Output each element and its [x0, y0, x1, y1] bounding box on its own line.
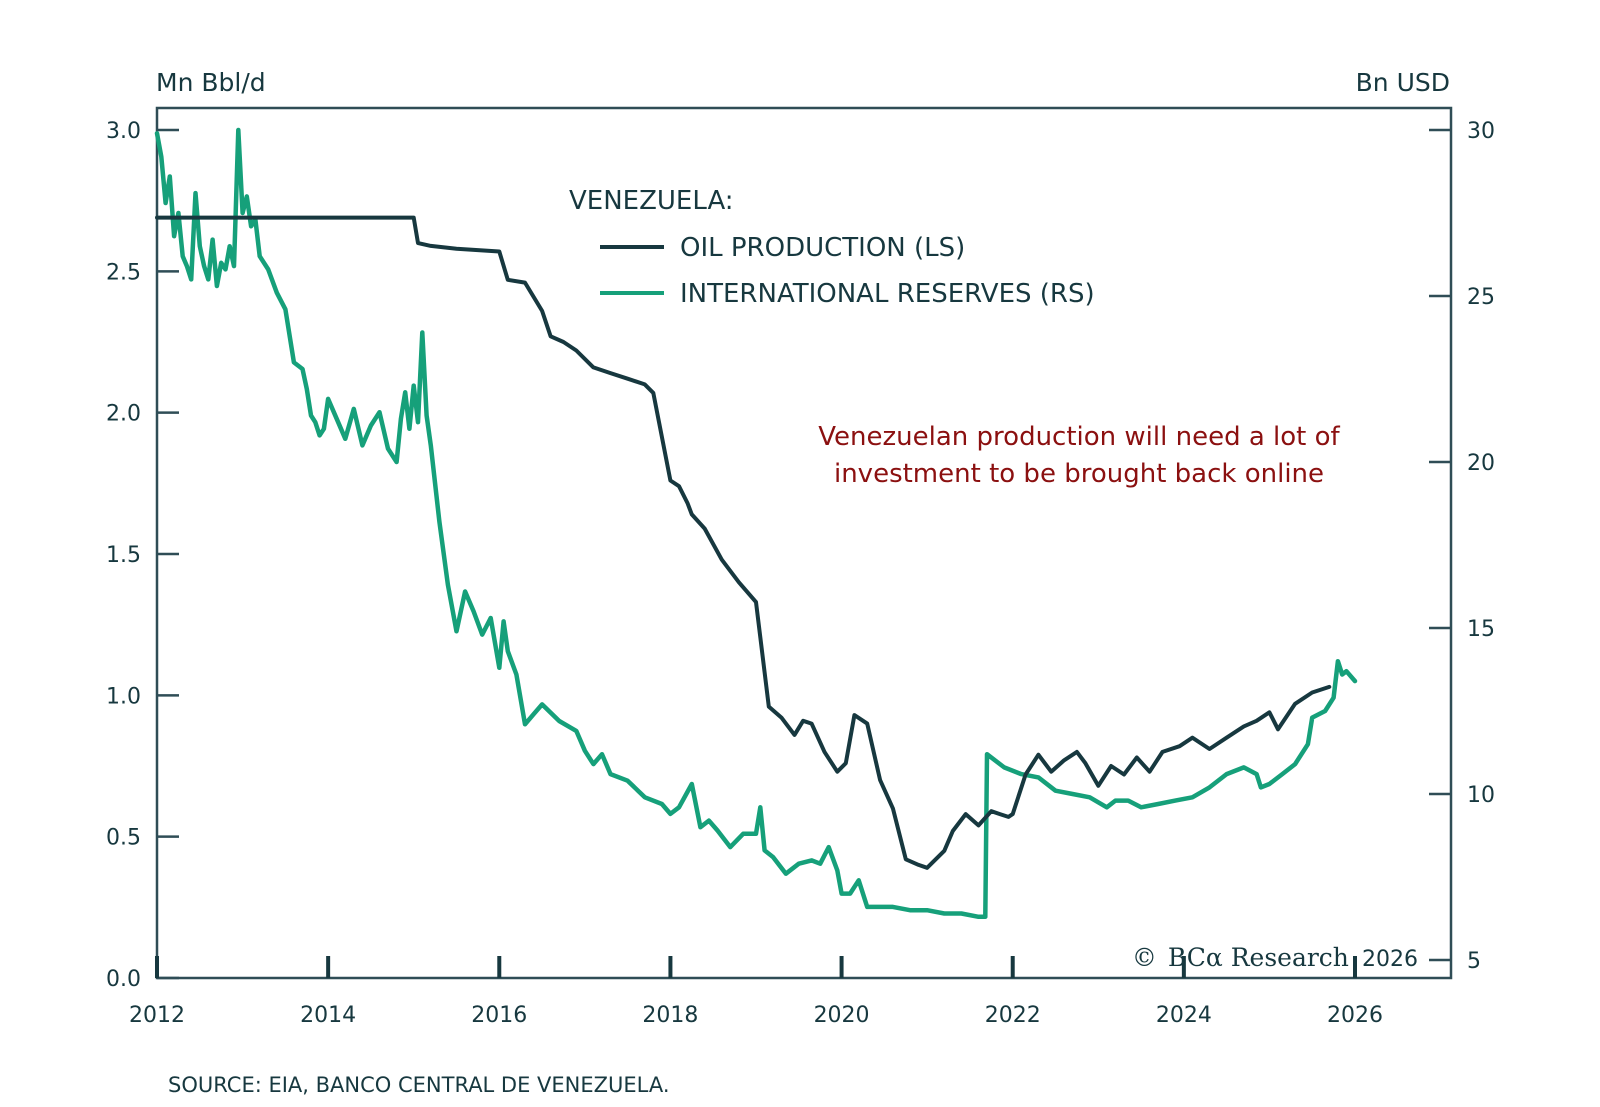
copyright-brand: BCα Research: [1168, 943, 1349, 972]
left-axis-tick-label: 1.0: [106, 684, 141, 709]
x-axis-tick-label: 2022: [985, 1003, 1041, 1028]
x-axis-tick-label: 2026: [1327, 1003, 1383, 1028]
series-line-oil-production: [155, 215, 1332, 870]
right-axis-tick-label: 15: [1467, 617, 1495, 642]
right-axis-unit-label: Bn USD: [1356, 68, 1450, 97]
right-axis-tick-label: 25: [1467, 285, 1495, 310]
left-axis-tick-label: 2.5: [106, 260, 141, 285]
right-axis: 5 10 15 20 25 30: [1429, 119, 1495, 974]
copyright-year: 2026: [1362, 947, 1418, 972]
legend: VENEZUELA: OIL PRODUCTION (LS) INTERNATI…: [569, 186, 1095, 309]
right-axis-tick-label: 20: [1467, 451, 1495, 476]
copyright-symbol: ©: [1132, 943, 1157, 972]
copyright-notice: © BCα Research 2026: [1132, 943, 1418, 972]
x-axis-tick-label: 2016: [471, 1003, 527, 1028]
legend-label-international-reserves: INTERNATIONAL RESERVES (RS): [680, 279, 1095, 309]
plot-frame: [155, 106, 1453, 980]
x-axis-tick-label: 2024: [1156, 1003, 1212, 1028]
left-axis: 0.0 0.5 1.0 1.5 2.0 2.5 3.0: [106, 119, 179, 992]
left-axis-tick-label: 0.0: [106, 967, 141, 992]
x-axis-tick-label: 2014: [300, 1003, 356, 1028]
series-layer: [154, 127, 1358, 920]
legend-label-oil-production: OIL PRODUCTION (LS): [680, 233, 965, 263]
right-axis-tick-label: 10: [1467, 783, 1495, 808]
annotation-line-2: investment to be brought back online: [834, 459, 1324, 489]
right-axis-tick-label: 5: [1467, 949, 1481, 974]
left-axis-tick-label: 0.5: [106, 826, 141, 851]
annotation-line-1: Venezuelan production will need a lot of: [818, 422, 1340, 452]
left-axis-tick-label: 1.5: [106, 543, 141, 568]
left-axis-unit-label: Mn Bbl/d: [156, 68, 266, 97]
x-axis-tick-label: 2020: [814, 1003, 870, 1028]
x-axis-tick-label: 2012: [129, 1003, 185, 1028]
annotation: Venezuelan production will need a lot of…: [818, 422, 1340, 489]
right-axis-tick-label: 30: [1467, 119, 1495, 144]
series-line-international-reserves: [154, 127, 1358, 920]
legend-title: VENEZUELA:: [569, 186, 734, 216]
source-note: SOURCE: EIA, BANCO CENTRAL DE VENEZUELA.: [168, 1073, 670, 1097]
x-axis: 2012 2014 2016 2018 2020 2022 2024 2026: [129, 956, 1383, 1028]
left-axis-tick-label: 3.0: [106, 119, 141, 144]
x-axis-tick-label: 2018: [642, 1003, 698, 1028]
left-axis-tick-label: 2.0: [106, 402, 141, 427]
